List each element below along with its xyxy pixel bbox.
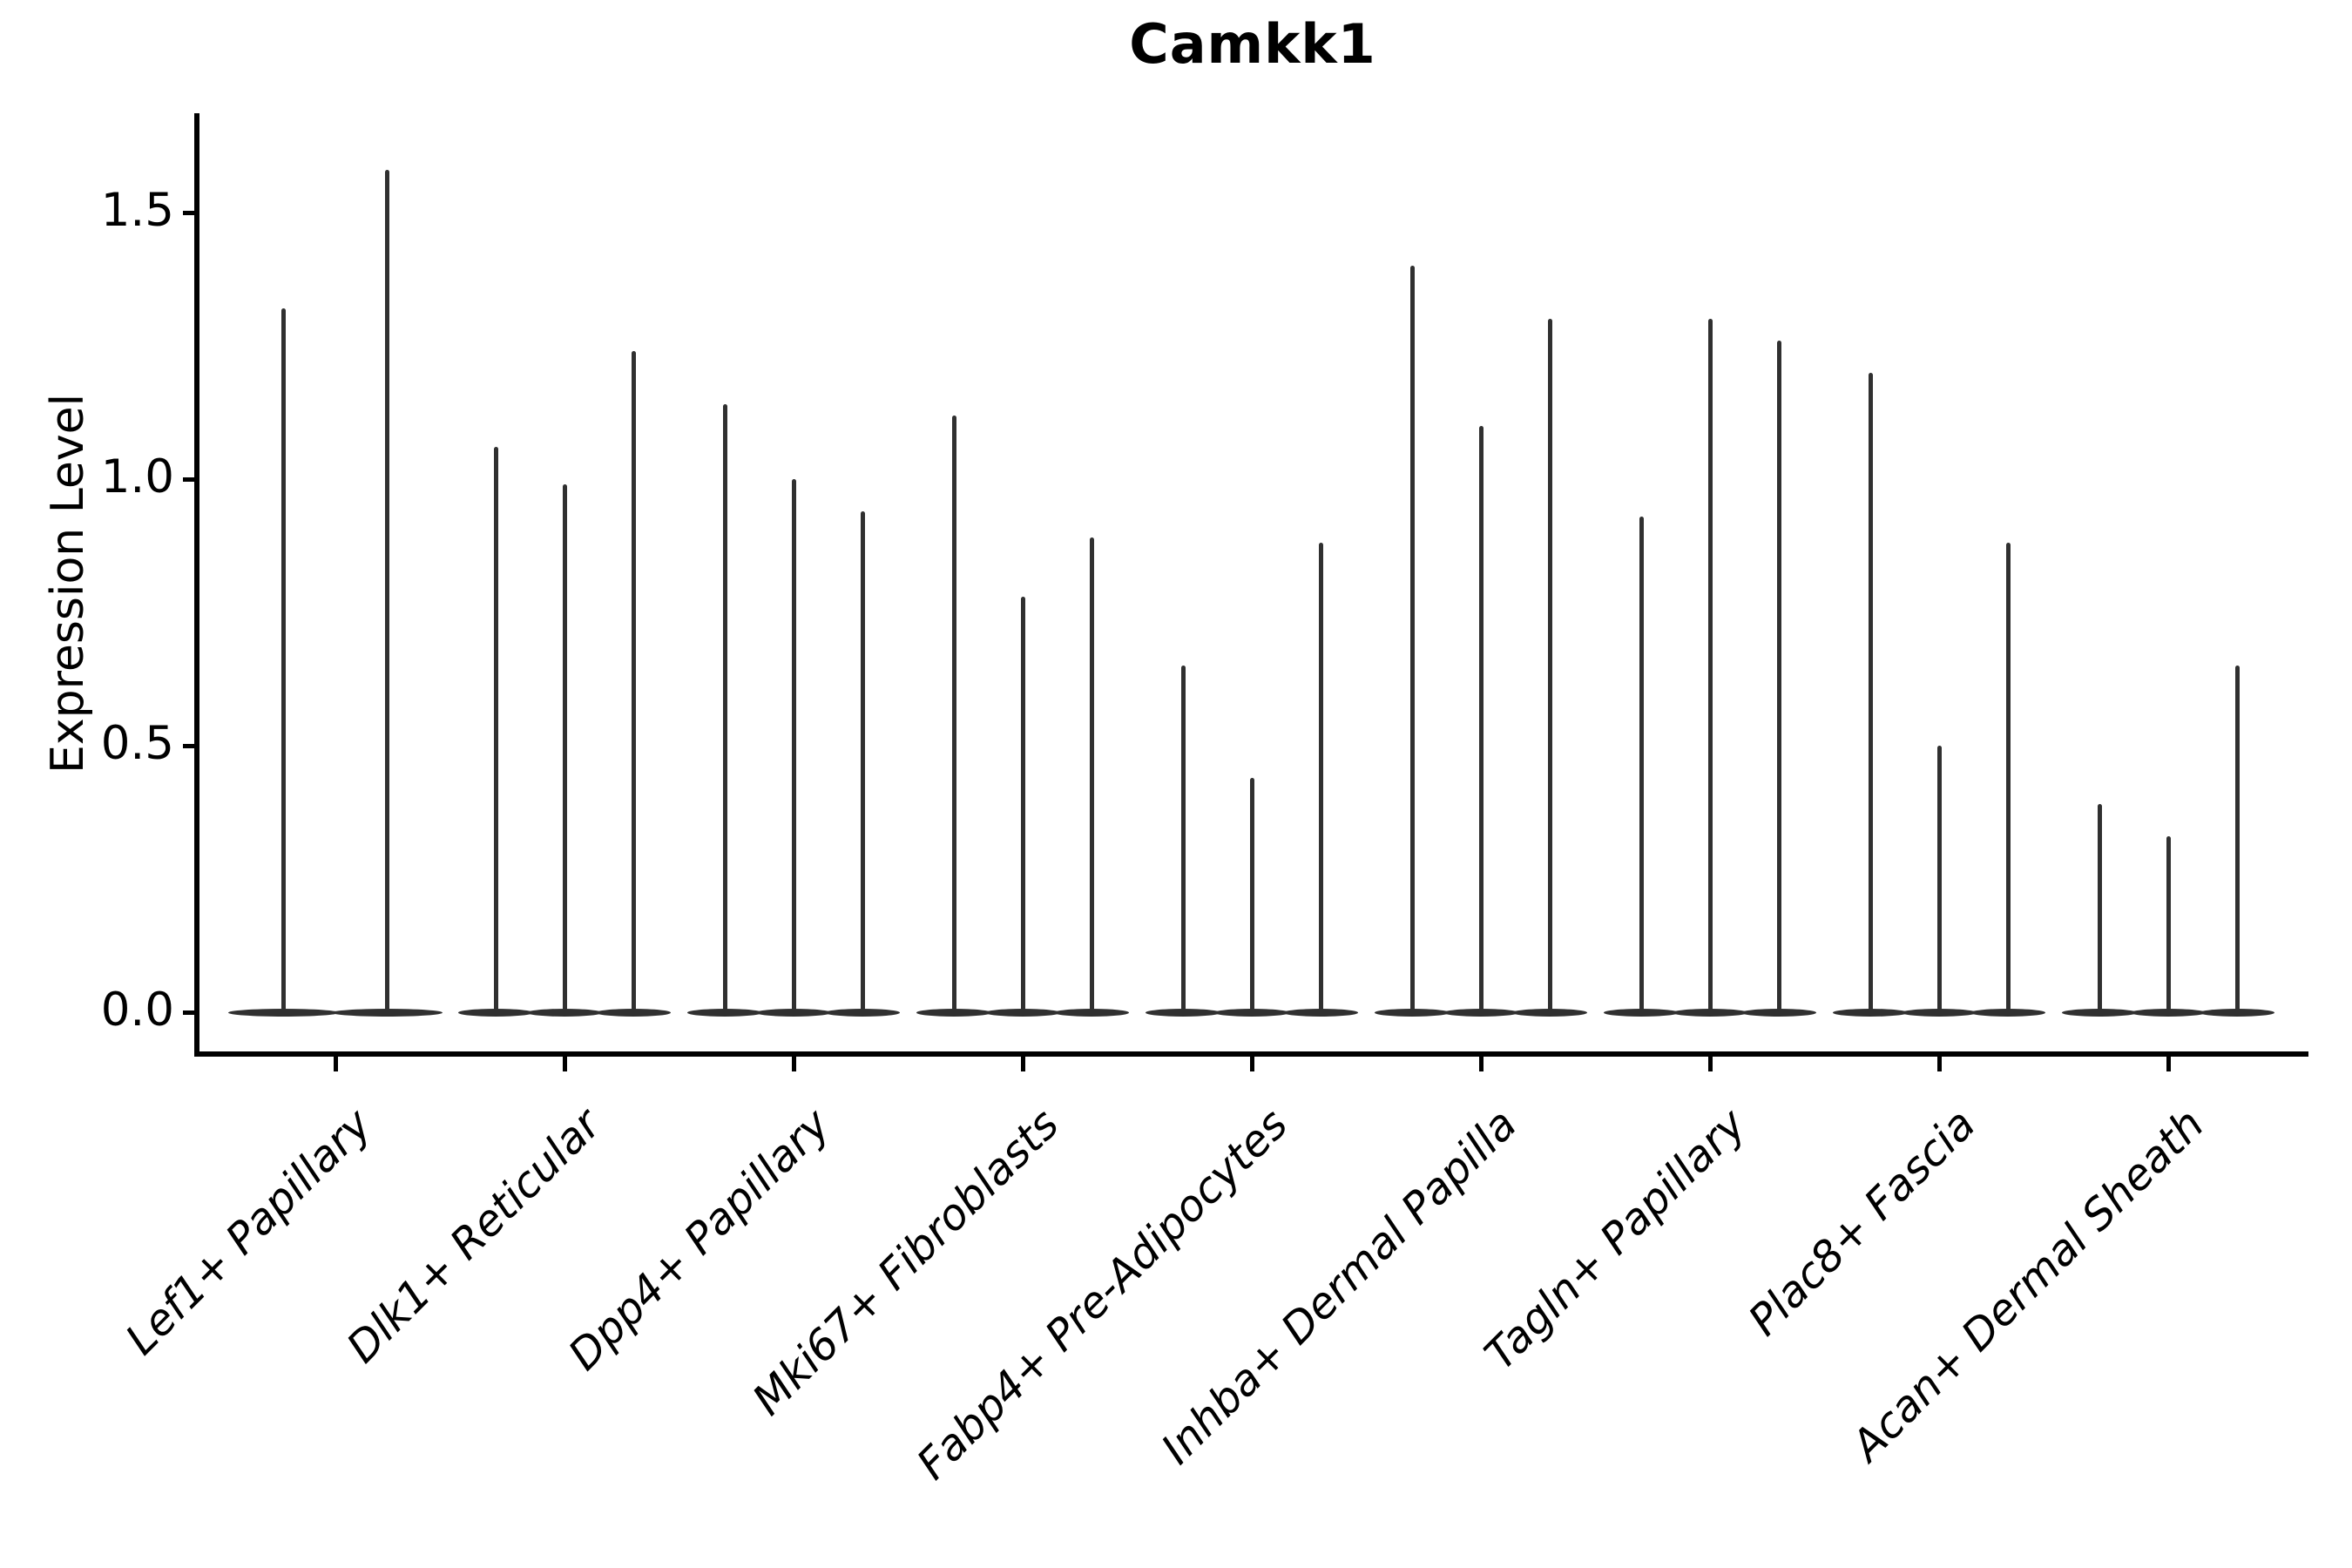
violin-body [1741, 1008, 1816, 1017]
y-tick-label: 0.0 [100, 983, 174, 1037]
x-axis-tick [562, 1057, 567, 1071]
violin-body [2200, 1008, 2274, 1017]
violin-body [1054, 1008, 1129, 1017]
violin-spike [791, 479, 796, 1012]
violin-body [1214, 1008, 1289, 1017]
violin-body [1146, 1008, 1220, 1017]
y-axis-tick [183, 1010, 197, 1015]
x-axis-tick [1936, 1057, 1942, 1071]
x-axis-tick [1249, 1057, 1254, 1071]
violin-spike [1707, 319, 1713, 1012]
violin-body [1375, 1008, 1450, 1017]
x-tick-label: Fabp4+ Pre-Adipocytes [907, 1099, 1298, 1490]
violin-body [2131, 1008, 2206, 1017]
violin-body [527, 1008, 602, 1017]
violin-spike [722, 404, 727, 1012]
violin-body [1512, 1008, 1587, 1017]
violin-spike [631, 351, 636, 1012]
violin-spike [385, 170, 389, 1012]
violin-body [687, 1008, 762, 1017]
x-axis-spine [194, 1051, 2308, 1057]
violin-spike [2234, 666, 2240, 1012]
violin-spike [1868, 372, 1873, 1012]
violin-spike [1639, 516, 1644, 1012]
x-axis-tick [791, 1057, 796, 1071]
violin-spike [1020, 596, 1025, 1012]
y-axis-spine [194, 113, 199, 1057]
y-tick-label: 1.0 [100, 450, 174, 504]
violin-spike [951, 415, 956, 1012]
violin-body [1283, 1008, 1358, 1017]
x-tick-label: Dlk1+ Reticular [336, 1099, 611, 1373]
violin-body [1604, 1008, 1679, 1017]
violin-body [985, 1008, 1060, 1017]
y-axis-tick [183, 476, 197, 482]
violin-spike [860, 510, 865, 1012]
violin-spike [562, 484, 567, 1012]
violin-spike [281, 308, 286, 1012]
violin-spike [2097, 804, 2102, 1012]
violin-body [1902, 1008, 1977, 1017]
x-tick-label: Plac8+ Fascia [1738, 1099, 1985, 1346]
violin-body [916, 1008, 991, 1017]
y-tick-label: 1.5 [100, 184, 174, 238]
x-axis-tick [1707, 1057, 1713, 1071]
violin-spike [2166, 836, 2171, 1012]
violin-spike [1478, 425, 1484, 1012]
violin-spike [1318, 543, 1323, 1012]
violin-spike [1249, 777, 1254, 1012]
violin-spike [1409, 266, 1415, 1012]
violin-body [1970, 1008, 2045, 1017]
violin-spike [1089, 537, 1094, 1012]
violin-body [825, 1008, 900, 1017]
x-tick-label: Lef1+ Papillary [116, 1099, 382, 1365]
violin-spike [1936, 746, 1942, 1012]
x-axis-tick [1478, 1057, 1484, 1071]
violin-spike [1776, 340, 1781, 1012]
x-axis-tick [1020, 1057, 1025, 1071]
violin-body [332, 1008, 443, 1017]
x-axis-tick [333, 1057, 338, 1071]
x-axis-tick [2166, 1057, 2171, 1071]
violin-body [756, 1008, 831, 1017]
violin-spike [1547, 319, 1552, 1012]
violin-body [228, 1008, 339, 1017]
violin-body [596, 1008, 671, 1017]
y-axis-tick [183, 210, 197, 215]
violin-body [1443, 1008, 1518, 1017]
y-axis-tick [183, 743, 197, 748]
violin-spike [493, 447, 498, 1012]
violin-spike [2005, 543, 2011, 1012]
violin-body [1833, 1008, 1908, 1017]
violin-body [458, 1008, 533, 1017]
violin-body [1673, 1008, 1747, 1017]
chart-title: Camkk1 [1129, 12, 1376, 76]
violin-body [2062, 1008, 2137, 1017]
violin-spike [1180, 666, 1186, 1012]
y-tick-label: 0.5 [100, 717, 174, 771]
